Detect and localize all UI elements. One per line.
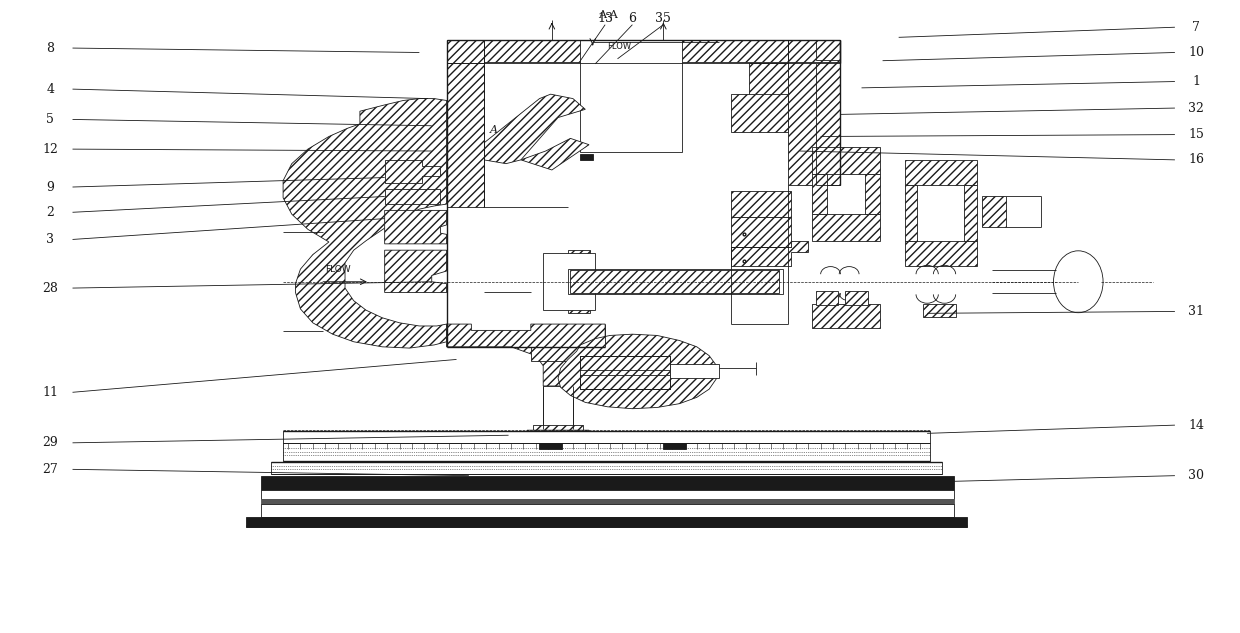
Bar xyxy=(568,269,784,294)
Bar xyxy=(533,425,583,433)
Bar xyxy=(543,253,595,310)
Bar xyxy=(270,461,942,474)
Bar xyxy=(570,270,779,293)
Bar xyxy=(789,40,841,185)
Text: 2: 2 xyxy=(46,206,55,219)
Text: 11: 11 xyxy=(42,385,58,399)
Text: FLOW: FLOW xyxy=(325,265,351,274)
Text: 3: 3 xyxy=(46,233,55,246)
Bar xyxy=(663,443,686,449)
Polygon shape xyxy=(384,250,446,292)
Bar xyxy=(789,40,841,62)
Bar xyxy=(446,40,816,62)
Bar xyxy=(812,214,880,241)
Bar xyxy=(583,42,605,149)
Bar xyxy=(812,174,827,213)
Polygon shape xyxy=(521,139,589,170)
Ellipse shape xyxy=(1054,251,1104,313)
Text: 9: 9 xyxy=(46,180,55,194)
Polygon shape xyxy=(384,210,446,244)
Bar xyxy=(812,147,880,173)
Bar xyxy=(580,375,670,389)
Bar xyxy=(260,504,955,517)
Bar xyxy=(568,250,590,313)
Bar xyxy=(846,291,868,305)
Polygon shape xyxy=(446,324,605,386)
Bar xyxy=(580,356,670,370)
Bar xyxy=(816,40,841,60)
Bar xyxy=(580,40,682,153)
Text: 16: 16 xyxy=(1188,153,1204,166)
Bar xyxy=(982,196,1007,227)
Bar xyxy=(283,443,930,460)
Bar xyxy=(670,364,719,378)
Bar xyxy=(539,443,562,449)
Text: 29: 29 xyxy=(42,436,58,449)
Text: 14: 14 xyxy=(1188,418,1204,432)
Bar xyxy=(732,216,791,247)
Bar xyxy=(531,347,593,361)
Bar xyxy=(543,386,573,429)
Text: 13: 13 xyxy=(598,12,613,25)
Text: 35: 35 xyxy=(656,12,671,25)
Text: A-A: A-A xyxy=(598,9,618,20)
Bar xyxy=(924,304,956,316)
Bar xyxy=(905,160,977,185)
Bar xyxy=(260,489,955,499)
Text: 5: 5 xyxy=(46,113,55,126)
Polygon shape xyxy=(527,430,589,438)
Text: 32: 32 xyxy=(1188,101,1204,115)
Bar xyxy=(446,63,484,206)
Bar xyxy=(905,185,918,241)
Bar xyxy=(816,291,838,305)
Bar xyxy=(580,356,670,389)
Text: 27: 27 xyxy=(42,463,58,476)
Text: 15: 15 xyxy=(1188,128,1204,141)
Bar xyxy=(749,63,789,126)
Text: 28: 28 xyxy=(42,282,58,294)
Text: 7: 7 xyxy=(1192,21,1200,34)
Bar xyxy=(866,174,880,213)
Text: 12: 12 xyxy=(42,142,58,156)
Polygon shape xyxy=(558,334,717,409)
Bar xyxy=(812,304,880,328)
Polygon shape xyxy=(732,241,808,266)
Bar xyxy=(965,185,977,241)
Text: FLOW: FLOW xyxy=(608,42,631,51)
Text: 10: 10 xyxy=(1188,46,1204,59)
Bar xyxy=(732,94,789,132)
Bar xyxy=(632,42,655,149)
Text: 1: 1 xyxy=(1192,75,1200,88)
Bar xyxy=(580,154,593,160)
Polygon shape xyxy=(384,189,440,204)
Bar xyxy=(283,432,930,443)
Text: 8: 8 xyxy=(46,42,55,54)
Bar xyxy=(446,40,484,204)
Polygon shape xyxy=(474,94,585,164)
Bar xyxy=(260,499,955,504)
Polygon shape xyxy=(283,99,446,348)
Text: A: A xyxy=(490,125,497,135)
Bar xyxy=(246,517,967,527)
Text: 4: 4 xyxy=(46,83,55,96)
Bar xyxy=(732,191,791,216)
Text: 30: 30 xyxy=(1188,469,1204,482)
Text: 31: 31 xyxy=(1188,305,1204,318)
Bar xyxy=(905,241,977,266)
Polygon shape xyxy=(384,160,440,182)
Text: 6: 6 xyxy=(629,12,636,25)
Bar xyxy=(260,475,955,489)
